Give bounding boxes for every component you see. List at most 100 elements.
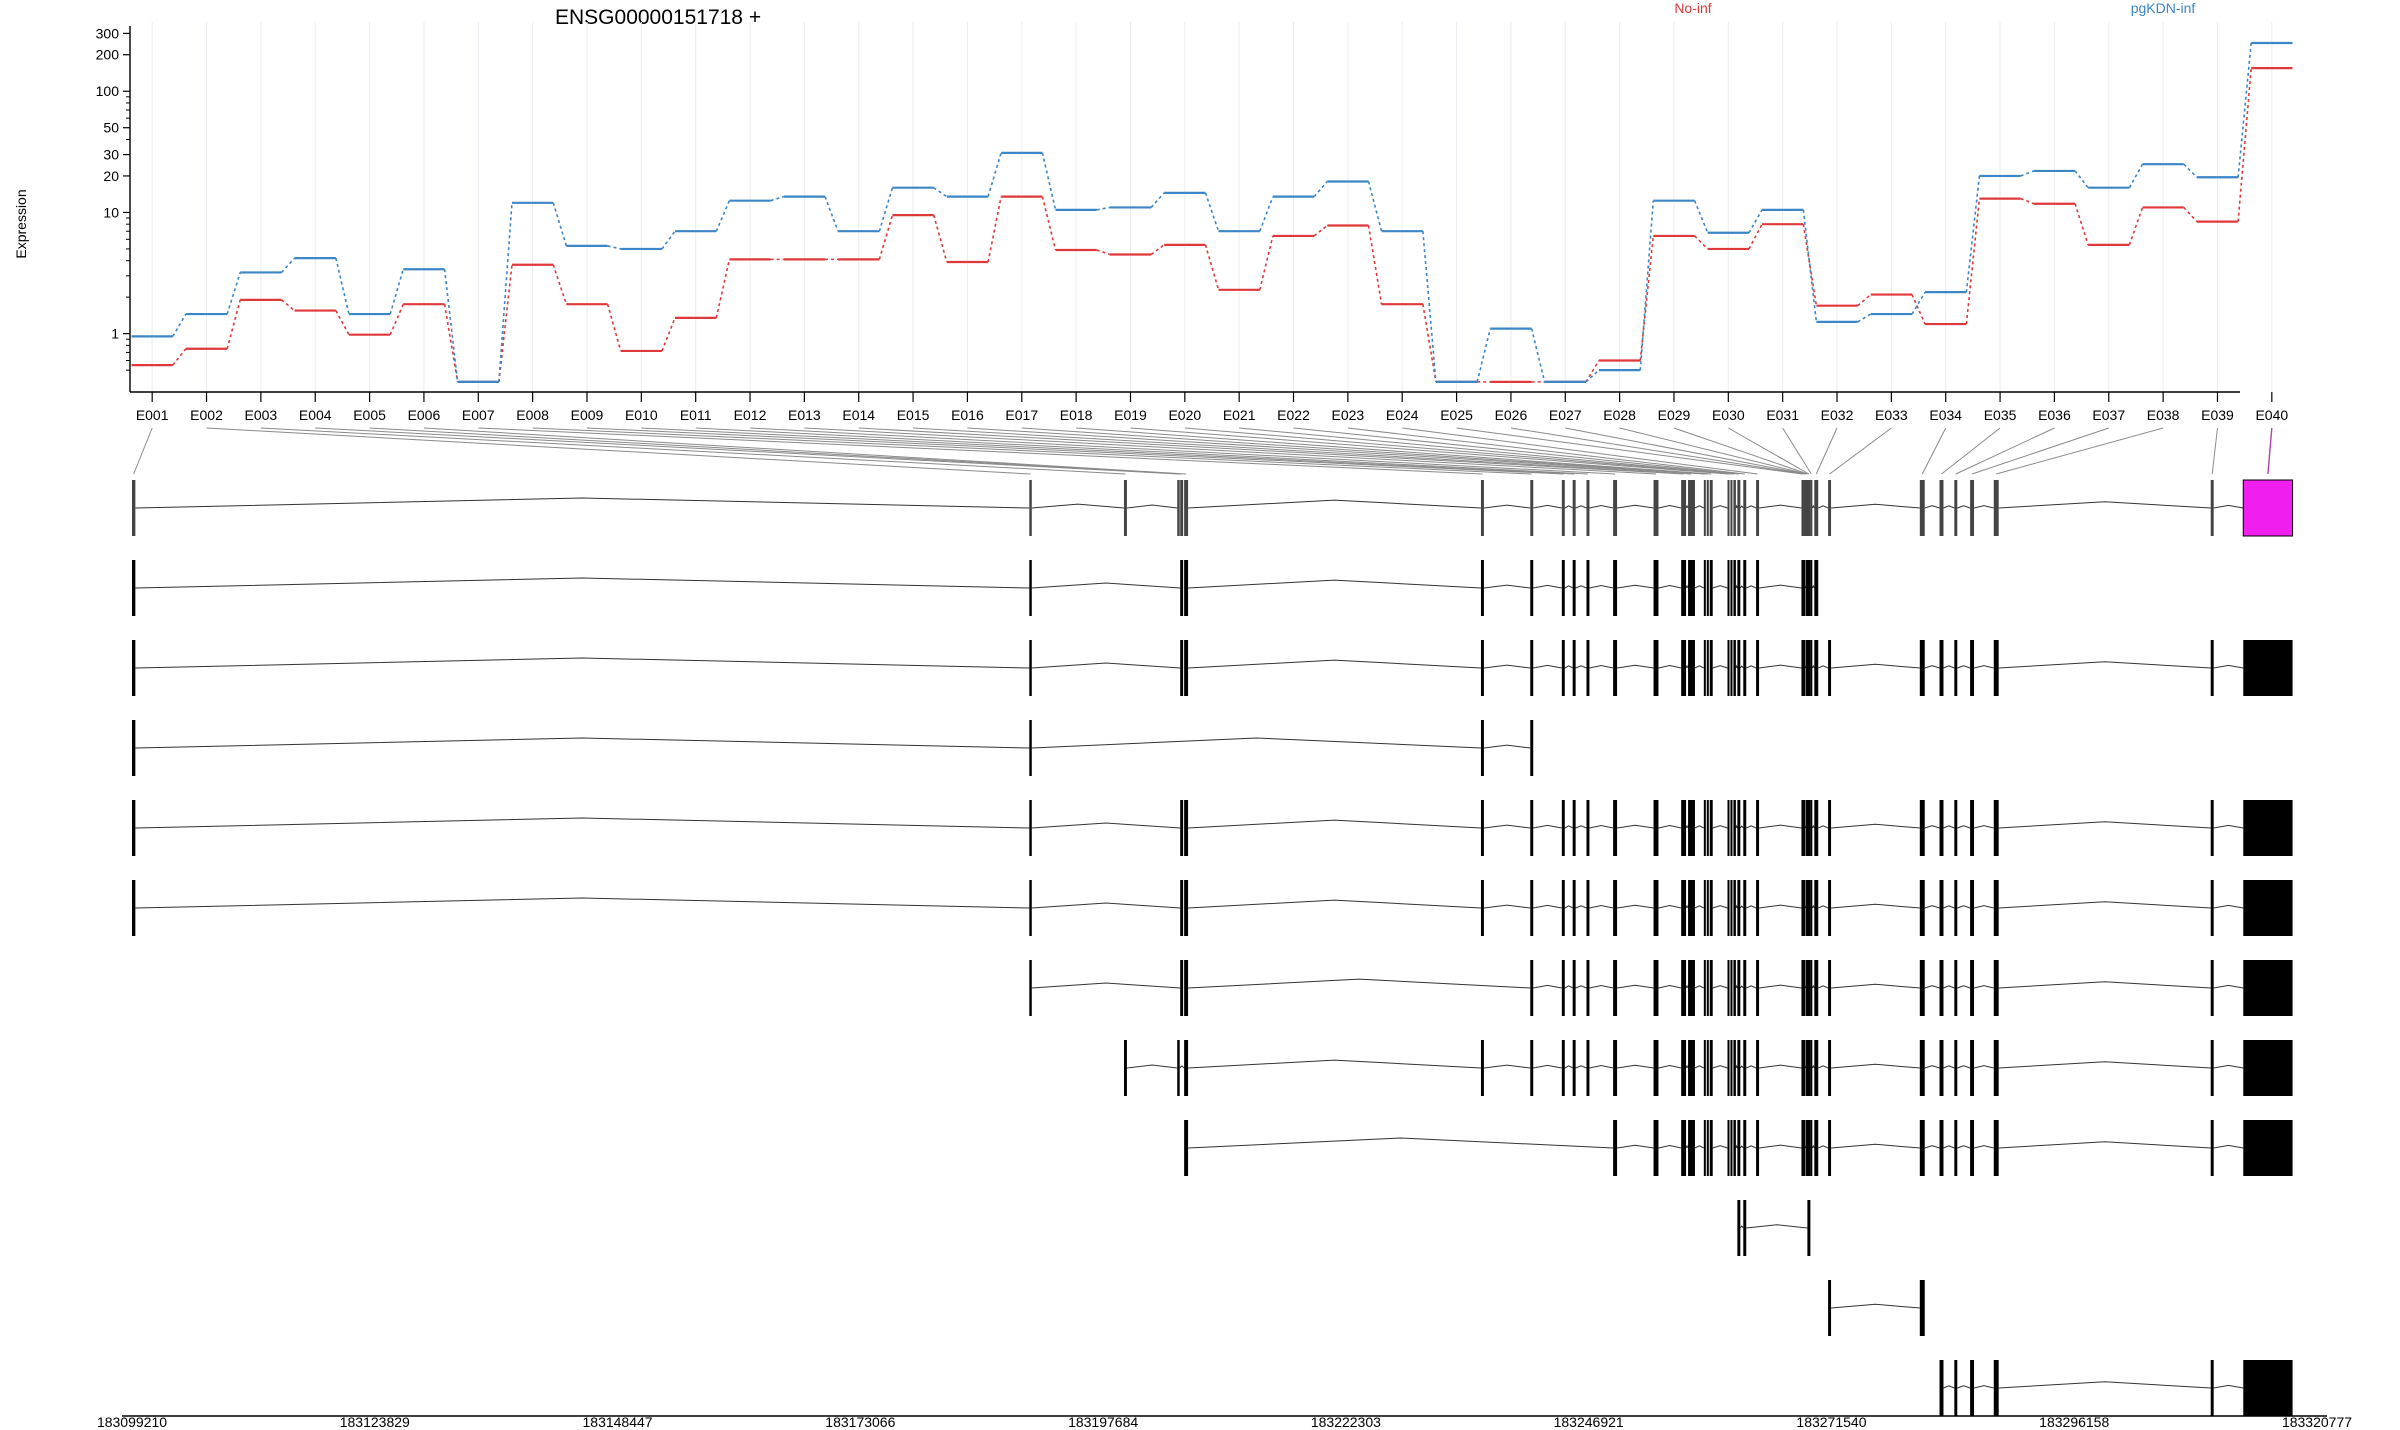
exon-block <box>1733 800 1736 856</box>
intron-line <box>1031 982 1181 989</box>
exon-block <box>1805 800 1808 856</box>
exon-block <box>1814 1040 1819 1096</box>
intron-line <box>1957 825 1971 829</box>
intron-line <box>1811 664 1815 669</box>
exon-block <box>2242 479 2294 537</box>
exon-block <box>1586 480 1590 536</box>
intron-line <box>1685 1064 1689 1069</box>
intron-line <box>1943 1385 1955 1389</box>
exon-block <box>1709 560 1713 616</box>
exon-block <box>1828 1040 1832 1096</box>
x-tick-label: E015 <box>897 407 930 423</box>
exon-block <box>1184 1120 1189 1176</box>
y-axis-label: Expression <box>13 189 29 258</box>
exon-connector <box>913 427 1692 475</box>
exon-block <box>1733 640 1736 696</box>
series-connector <box>2183 206 2198 223</box>
intron-line <box>1031 737 1481 749</box>
series-connector <box>389 268 405 315</box>
y-tick-label: 1 <box>111 326 119 342</box>
intron-line <box>1188 819 1481 829</box>
intron-line <box>1694 1065 1705 1069</box>
intron-line <box>1188 579 1481 589</box>
x-tick-label: E016 <box>951 407 984 423</box>
y-tick-label: 30 <box>103 147 119 163</box>
intron-line <box>1924 825 1940 829</box>
intron-line <box>1483 664 1531 669</box>
intron-line <box>1031 822 1181 829</box>
intron-line <box>1658 1065 1682 1069</box>
intron-line <box>1831 663 1920 669</box>
exon-block <box>1805 960 1808 1016</box>
exon-connector <box>1921 427 1947 475</box>
transcript-track <box>132 800 2293 856</box>
intron-line <box>1616 504 1654 509</box>
exon-block <box>1681 800 1687 856</box>
exon-block <box>1706 640 1709 696</box>
exon-connector <box>1565 427 1806 475</box>
exon-block <box>1613 1120 1618 1176</box>
series-connector <box>172 348 187 366</box>
x-tick-label: E001 <box>136 407 169 423</box>
chart-title: ENSG00000151718 + <box>555 6 761 29</box>
intron-line <box>1831 503 1920 509</box>
x-tick-label: E005 <box>353 407 386 423</box>
series-connector <box>172 313 187 337</box>
exon-connector <box>1996 427 2164 475</box>
series-connector <box>824 196 839 232</box>
intron-line <box>1483 824 1531 829</box>
series-connector <box>1422 231 1437 382</box>
genomic-tick-label: 183173066 <box>825 1414 895 1430</box>
exon-block <box>1808 880 1811 936</box>
exon-block <box>1828 1120 1832 1176</box>
intron-line <box>1483 904 1531 909</box>
transcript-track <box>132 640 2293 696</box>
intron-line <box>1758 664 1802 669</box>
exon-block <box>2243 800 2293 856</box>
exon-block <box>1808 560 1811 616</box>
series-connector <box>1041 152 1057 211</box>
intron-line <box>1483 744 1531 749</box>
exon-connector <box>1619 427 1807 475</box>
exon-block <box>1801 960 1804 1016</box>
exon-block <box>1688 640 1695 696</box>
series-connector <box>987 152 1002 197</box>
exon-block <box>1954 640 1958 696</box>
intron-line <box>1564 665 1573 669</box>
series-connector <box>1476 328 1492 383</box>
intron-line <box>135 897 1030 909</box>
exon-block <box>1828 880 1832 936</box>
exon-block <box>1803 560 1806 616</box>
exon-block <box>132 480 136 536</box>
intron-line <box>1831 1063 1920 1069</box>
x-tick-label: E040 <box>2255 407 2288 423</box>
x-tick-label: E034 <box>1929 407 1962 423</box>
intron-line <box>1575 665 1587 669</box>
exon-block <box>1803 960 1806 1016</box>
exon-block <box>1184 640 1189 696</box>
intron-line <box>1735 664 1738 669</box>
exon-block <box>1730 640 1733 696</box>
exon-block <box>1613 800 1618 856</box>
x-tick-label: E039 <box>2201 407 2234 423</box>
x-tick-label: E022 <box>1277 407 1310 423</box>
exon-block <box>2210 1040 2214 1096</box>
intron-line <box>2213 664 2244 669</box>
x-tick-label: E007 <box>462 407 495 423</box>
intron-line <box>1998 981 2211 989</box>
exon-block <box>1530 960 1534 1016</box>
intron-line <box>1957 1145 1971 1149</box>
intron-line <box>1712 1145 1728 1149</box>
exon-block <box>1803 800 1806 856</box>
exon-block <box>1810 480 1813 536</box>
exon-block <box>1970 640 1975 696</box>
intron-line <box>1831 983 1920 989</box>
y-tick-label: 10 <box>103 204 119 220</box>
exon-block <box>1681 560 1687 616</box>
series-connector <box>443 304 459 383</box>
y-axis: 300 200 100 50 30 20 10 1 <box>96 25 131 392</box>
intron-line <box>1739 1225 1744 1229</box>
y-tick-label: 20 <box>103 168 119 184</box>
exon-block <box>1180 960 1184 1016</box>
series-connector <box>1150 192 1165 208</box>
